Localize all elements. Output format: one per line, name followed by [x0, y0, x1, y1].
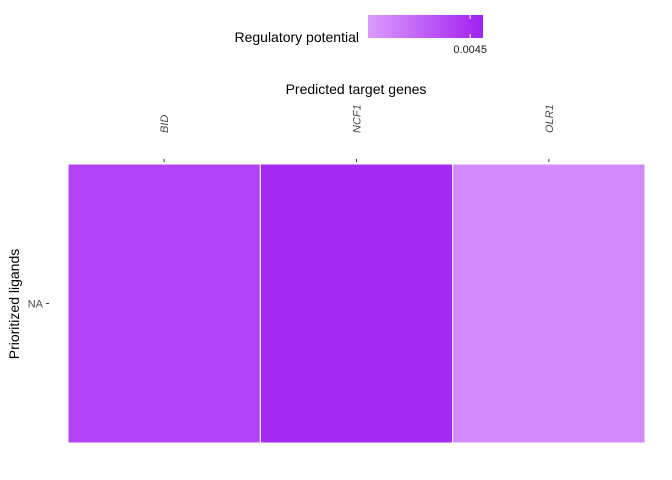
legend-tick-label: 0.0045	[453, 44, 487, 56]
heatmap-cell-ncf1	[259, 163, 454, 444]
legend-ticks: 0.0045	[453, 15, 487, 56]
x-tick-label: OLR1	[544, 104, 556, 133]
y-tick-label: NA	[28, 299, 44, 311]
y-axis-title: Prioritized ligands	[6, 249, 22, 360]
heatmap-cells	[67, 163, 646, 444]
x-tick-label: BID	[159, 115, 171, 133]
x-axis-title: Predicted target genes	[286, 81, 427, 97]
heatmap-cell-olr1	[452, 163, 646, 444]
legend-title: Regulatory potential	[234, 29, 359, 45]
heatmap-cell-bid	[67, 163, 261, 444]
legend-colorbar	[368, 15, 483, 38]
legend: Regulatory potential 0.0045	[234, 15, 487, 56]
x-axis-ticks: BID NCF1 OLR1	[159, 104, 556, 162]
y-axis-ticks: NA	[28, 299, 49, 311]
x-tick-label: NCF1	[352, 104, 364, 133]
